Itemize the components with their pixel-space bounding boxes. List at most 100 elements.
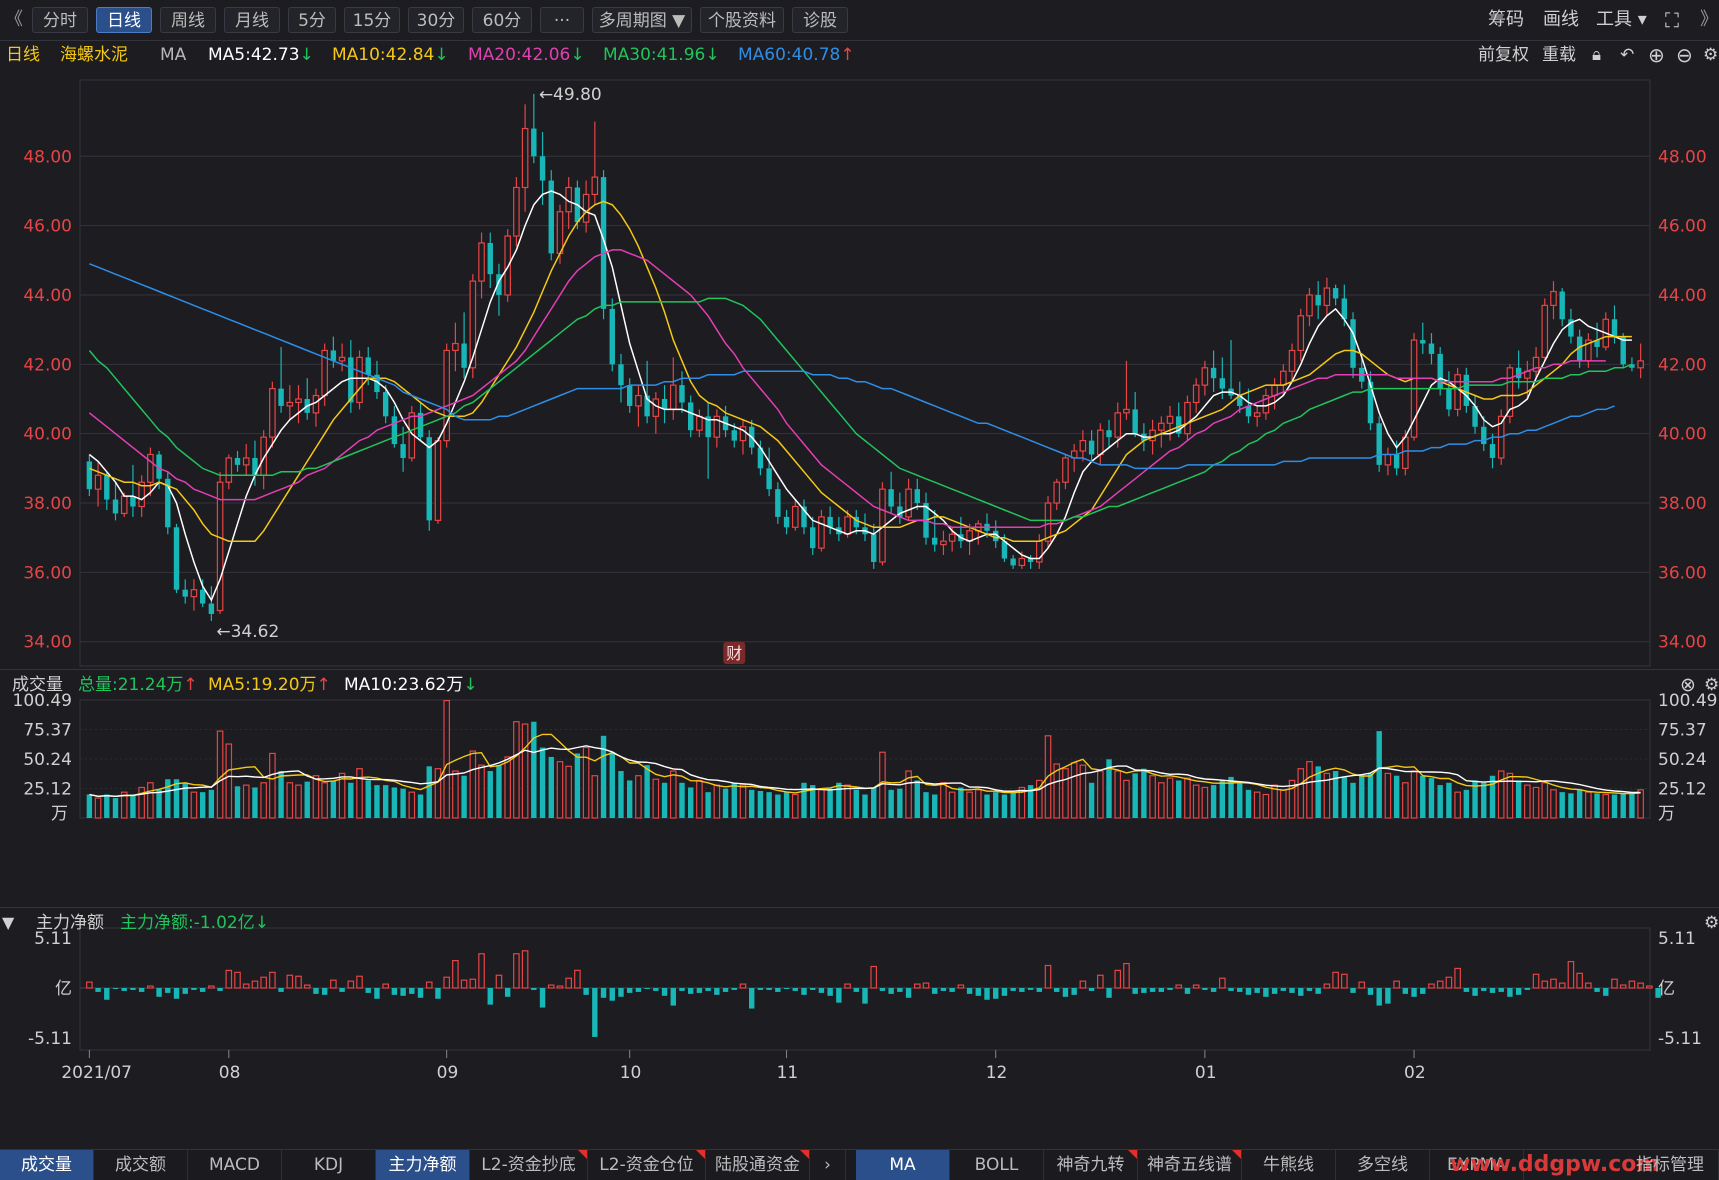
flow-bar	[339, 988, 345, 992]
candle-body	[348, 357, 354, 403]
candle-body	[1446, 388, 1452, 410]
flow-bar	[278, 988, 284, 992]
flow-bar	[260, 976, 267, 989]
indicator-tab-6[interactable]: L2-资金仓位	[588, 1150, 706, 1180]
volume-settings-icon[interactable]: ⚙	[1704, 675, 1719, 695]
volume-bar	[1489, 775, 1496, 818]
flow-bar	[165, 988, 171, 993]
flow-settings-icon[interactable]: ⚙	[1704, 913, 1719, 933]
indicator-tab-2[interactable]: MACD	[188, 1150, 282, 1180]
zoom-out-icon[interactable]: ⊖	[1676, 43, 1693, 67]
more-tabs-icon[interactable]: ›	[810, 1150, 846, 1180]
indicator-name[interactable]: MA	[160, 45, 187, 65]
period-tab-10[interactable]: 个股资料	[700, 7, 784, 33]
candle-body	[216, 481, 224, 612]
collapse-panel-icon[interactable]: ▼	[2, 913, 15, 932]
volume-bar	[827, 788, 833, 818]
flow-bar	[208, 985, 215, 989]
flow-bar	[1594, 988, 1600, 992]
period-tab-9[interactable]: 多周期图 ▼	[592, 7, 692, 33]
indicator-tab-4[interactable]: 主力净额	[376, 1150, 470, 1180]
volume-bar	[1359, 775, 1365, 818]
tools-dropdown[interactable]: 工具 ▾	[1596, 9, 1647, 30]
fullscreen-icon[interactable]: ⛶	[1665, 8, 1679, 32]
x-axis-label: 02	[1404, 1063, 1426, 1083]
indicator-tab-1[interactable]: 成交额	[94, 1150, 188, 1180]
volume-bar	[1166, 777, 1174, 819]
period-tab-1[interactable]: 日线	[96, 7, 152, 33]
indicator-tab-7[interactable]: 陆股通资金	[706, 1150, 810, 1180]
volume-bar	[1524, 784, 1531, 819]
period-tab-2[interactable]: 周线	[160, 7, 216, 33]
flow-bar	[853, 988, 859, 992]
candle-body	[1280, 370, 1287, 386]
stock-name[interactable]: 海螺水泥	[60, 45, 128, 65]
candle-body	[225, 457, 233, 483]
overlay-tab-4[interactable]: 牛熊线	[1242, 1150, 1336, 1180]
period-tab-6[interactable]: 30分	[408, 7, 464, 33]
volume-bar	[1620, 793, 1626, 818]
flow-bar	[818, 988, 825, 993]
indicator-manage-button[interactable]: 指标管理	[1622, 1150, 1719, 1180]
collapse-right-icon[interactable]: 》	[1700, 9, 1718, 30]
indicator-tab-0[interactable]: 成交量	[0, 1150, 94, 1180]
volume-bar	[888, 789, 894, 818]
volume-bar	[504, 756, 511, 819]
overlay-tab-2[interactable]: 神奇九转	[1044, 1150, 1138, 1180]
period-tab-8[interactable]: ···	[540, 7, 584, 33]
period-tab-3[interactable]: 月线	[224, 7, 280, 33]
overlay-tab-0[interactable]: MA	[856, 1150, 950, 1180]
undo-icon[interactable]: ↶	[1620, 45, 1635, 65]
period-tab-5[interactable]: 15分	[344, 7, 400, 33]
flow-bar	[975, 988, 981, 996]
indicator-tab-3[interactable]: KDJ	[282, 1150, 376, 1180]
period-tab-7[interactable]: 60分	[472, 7, 532, 33]
overlay-tab-1[interactable]: BOLL	[950, 1150, 1044, 1180]
volume-bar	[836, 782, 842, 818]
price-axis-label-left: 34.00	[23, 633, 72, 653]
flow-bar	[1106, 988, 1112, 998]
draw-line-button[interactable]: 画线	[1543, 9, 1579, 30]
forward-adjust-button[interactable]: 前复权	[1478, 45, 1529, 65]
volume-bar	[791, 793, 799, 819]
volume-bar	[1454, 791, 1461, 819]
overlay-tab-3[interactable]: 神奇五线谱	[1138, 1150, 1242, 1180]
flow-bar	[905, 988, 912, 998]
flow-axis-label-left: -5.11	[28, 1029, 72, 1049]
settings-icon[interactable]: ⚙	[1703, 45, 1719, 65]
volume-bar	[775, 794, 781, 818]
reload-button[interactable]: 重载	[1542, 45, 1576, 65]
candle-body	[278, 388, 284, 406]
volume-bar	[1550, 789, 1557, 819]
flow-bar	[670, 988, 676, 1006]
overlay-tab-5[interactable]: 多空线	[1336, 1150, 1430, 1180]
candle-body	[417, 412, 424, 438]
candle-body	[1192, 384, 1200, 404]
flow-bar	[897, 988, 903, 992]
flow-bar	[940, 988, 947, 991]
volume-bar	[713, 784, 721, 819]
close-panel-icon[interactable]: ⊗	[1680, 674, 1696, 696]
volume-bar	[348, 782, 354, 818]
volume-bar	[591, 775, 599, 819]
period-tab-11[interactable]: 诊股	[792, 7, 848, 33]
volume-bar	[948, 791, 956, 819]
kline-chart[interactable]: 48.00 48.00 46.00 46.00 44.00 44.00 42.00 42.00…	[0, 70, 1719, 1149]
candle-body	[775, 489, 781, 517]
collapse-left-icon[interactable]: 《	[5, 9, 23, 30]
lock-icon[interactable]: 🔒︎	[1592, 45, 1602, 65]
volume-bar	[260, 782, 267, 819]
flow-bar	[286, 974, 294, 989]
chips-button[interactable]: 筹码	[1488, 9, 1524, 30]
flow-bar	[1192, 984, 1200, 989]
candle-body	[356, 356, 363, 404]
candle-body	[1437, 353, 1443, 389]
zoom-in-icon[interactable]: ⊕	[1648, 43, 1665, 67]
indicator-tab-5[interactable]: L2-资金抄底	[470, 1150, 588, 1180]
volume-bar	[147, 782, 154, 819]
overlay-tab-6[interactable]: EXPMA	[1430, 1150, 1524, 1180]
candle-body	[766, 468, 772, 490]
period-tab-0[interactable]: 分时	[32, 7, 88, 33]
period-tab-4[interactable]: 5分	[288, 7, 336, 33]
candle-body	[1323, 287, 1331, 306]
